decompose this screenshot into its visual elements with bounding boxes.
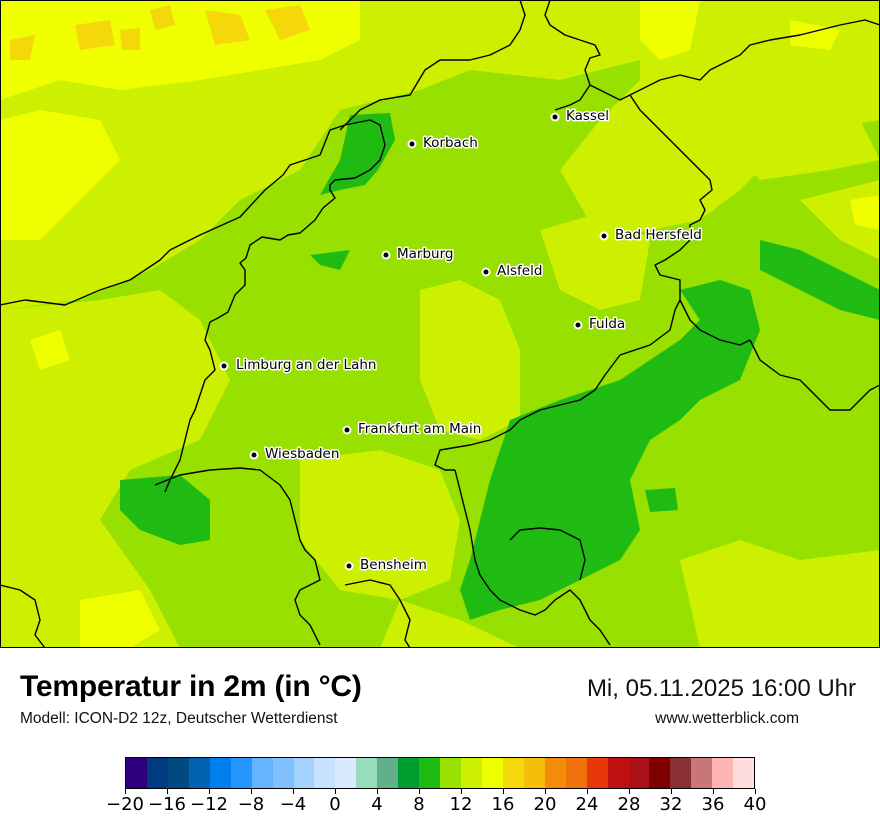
temperature-map: Kassel Korbach Bad Hersfeld Marburg Alsf… [0, 0, 880, 648]
city-frankfurt-am-main[interactable]: Frankfurt am Main [342, 420, 483, 439]
colorbar-segment [649, 758, 671, 788]
city-bensheim[interactable]: Bensheim [344, 556, 428, 575]
colorbar-segment [209, 758, 231, 788]
colorbar-segment [314, 758, 336, 788]
colorbar-segment [481, 758, 503, 788]
colorbar-segment [628, 758, 650, 788]
colorbar-segment [188, 758, 210, 788]
city-markers: Kassel Korbach Bad Hersfeld Marburg Alsf… [219, 107, 703, 575]
colorbar-tick-label: 32 [659, 794, 683, 815]
svg-text:Bad Hersfeld: Bad Hersfeld [615, 227, 702, 243]
colorbar-tick [124, 789, 126, 794]
model-source: Modell: ICON-D2 12z, Deutscher Wetterdie… [20, 710, 338, 727]
colorbar-segment [733, 758, 755, 788]
city-wiesbaden[interactable]: Wiesbaden [249, 445, 341, 464]
city-bad-hersfeld[interactable]: Bad Hersfeld [599, 226, 703, 245]
colorbar-segment [607, 758, 629, 788]
svg-text:Bensheim: Bensheim [360, 557, 427, 573]
colorbar-tick-label: −12 [190, 794, 228, 815]
colorbar-segment [461, 758, 482, 788]
colorbar-tick-label: 28 [617, 794, 641, 815]
colorbar-segment [126, 758, 147, 788]
colorbar-tick-label: 20 [533, 794, 557, 815]
colorbar-segment [398, 758, 420, 788]
colorbar-segment [565, 758, 587, 788]
colorbar-tick [334, 789, 336, 794]
colorbar-tick-label: 12 [449, 794, 473, 815]
borders [0, 0, 880, 648]
svg-text:Wiesbaden: Wiesbaden [265, 446, 339, 462]
city-limburg-an-der-lahn[interactable]: Limburg an der Lahn [219, 356, 378, 375]
city-korbach[interactable]: Korbach [407, 134, 479, 153]
temperature-colorbar [125, 757, 755, 789]
colorbar-tick-label: −16 [148, 794, 186, 815]
city-kassel[interactable]: Kassel [550, 107, 611, 126]
colorbar-tick-label: 40 [743, 794, 767, 815]
colorbar-tick-label: −4 [279, 794, 307, 815]
colorbar-segment [377, 758, 399, 788]
colorbar-segment [251, 758, 273, 788]
colorbar-tick [628, 789, 630, 794]
colorbar-tick-label: 0 [329, 794, 341, 815]
colorbar-segment [586, 758, 608, 788]
colorbar-tick-label: −8 [237, 794, 265, 815]
colorbar-tick [670, 789, 672, 794]
city-fulda[interactable]: Fulda [573, 315, 627, 334]
colorbar-tick [166, 789, 168, 794]
city-marburg[interactable]: Marburg [381, 245, 455, 264]
colorbar-tick-label: 8 [413, 794, 425, 815]
colorbar-tick [544, 789, 546, 794]
colorbar-segment [272, 758, 294, 788]
colorbar-segment [502, 758, 524, 788]
colorbar-segment [712, 758, 734, 788]
colorbar-segment [544, 758, 566, 788]
city-alsfeld[interactable]: Alsfeld [481, 262, 544, 281]
colorbar-segment [230, 758, 252, 788]
colorbar-tick-label: 4 [371, 794, 383, 815]
svg-text:Kassel: Kassel [566, 108, 609, 124]
svg-text:Limburg an der Lahn: Limburg an der Lahn [236, 357, 376, 373]
colorbar-segment [335, 758, 357, 788]
colorbar-tick-label: 36 [701, 794, 725, 815]
colorbar-tick-label: −20 [106, 794, 144, 815]
colorbar-tick [292, 789, 294, 794]
colorbar-ticks: −20 −16 −12 −8 −4 0 4 8 12 16 20 24 28 32 36 40 [106, 789, 766, 819]
colorbar-segment [167, 758, 189, 788]
colorbar-tick [754, 789, 756, 794]
colorbar-segment [440, 758, 461, 788]
valid-datetime: Mi, 05.11.2025 16:00 Uhr [586, 675, 856, 702]
svg-text:Alsfeld: Alsfeld [497, 263, 542, 279]
svg-text:Fulda: Fulda [589, 316, 625, 332]
colorbar-tick [460, 789, 462, 794]
colorbar-tick [712, 789, 714, 794]
colorbar-segment [293, 758, 315, 788]
colorbar-segment [691, 758, 713, 788]
colorbar-tick-label: 24 [575, 794, 599, 815]
colorbar-segment [419, 758, 441, 788]
colorbar-segment [670, 758, 692, 788]
map-canvas: Kassel Korbach Bad Hersfeld Marburg Alsf… [0, 0, 880, 648]
map-title: Temperatur in 2m (in °C) [20, 670, 362, 703]
colorbar-tick [376, 789, 378, 794]
colorbar-tick [502, 789, 504, 794]
colorbar-tick [418, 789, 420, 794]
colorbar-segment [356, 758, 378, 788]
colorbar-segment [523, 758, 545, 788]
band-8-10 [120, 113, 880, 620]
svg-text:Korbach: Korbach [423, 135, 478, 151]
website-link[interactable]: www.wetterblick.com [655, 710, 799, 727]
band-16-18 [10, 5, 310, 60]
colorbar-tick-label: 16 [491, 794, 515, 815]
colorbar-tick [250, 789, 252, 794]
colorbar-tick [208, 789, 210, 794]
svg-text:Marburg: Marburg [397, 246, 453, 262]
colorbar-tick [586, 789, 588, 794]
svg-text:Frankfurt am Main: Frankfurt am Main [358, 421, 481, 437]
colorbar-segment [146, 758, 168, 788]
